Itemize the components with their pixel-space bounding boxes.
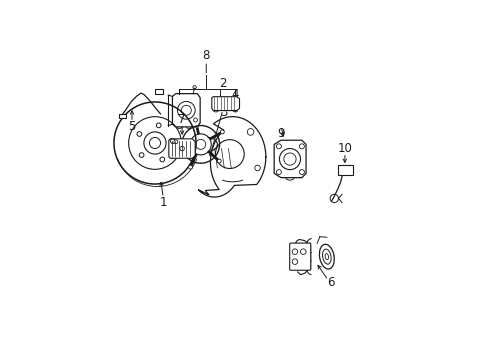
Circle shape — [217, 159, 221, 163]
Text: 9: 9 — [277, 127, 285, 140]
Text: 8: 8 — [202, 49, 209, 62]
Text: 7: 7 — [178, 113, 185, 126]
Circle shape — [174, 140, 178, 144]
FancyBboxPatch shape — [289, 243, 310, 270]
Polygon shape — [211, 97, 239, 111]
Text: 4: 4 — [231, 88, 239, 101]
Circle shape — [220, 130, 224, 134]
Circle shape — [188, 165, 192, 169]
Text: 10: 10 — [337, 142, 351, 155]
Text: 6: 6 — [326, 276, 334, 289]
Polygon shape — [172, 94, 200, 127]
FancyBboxPatch shape — [119, 114, 125, 118]
Text: 2: 2 — [219, 77, 226, 90]
Text: 1: 1 — [159, 195, 167, 208]
FancyBboxPatch shape — [154, 89, 163, 94]
Text: 5: 5 — [128, 120, 135, 133]
FancyBboxPatch shape — [338, 166, 353, 175]
Polygon shape — [274, 140, 305, 177]
Circle shape — [193, 118, 197, 122]
Text: 3: 3 — [220, 106, 227, 119]
Polygon shape — [168, 139, 195, 158]
